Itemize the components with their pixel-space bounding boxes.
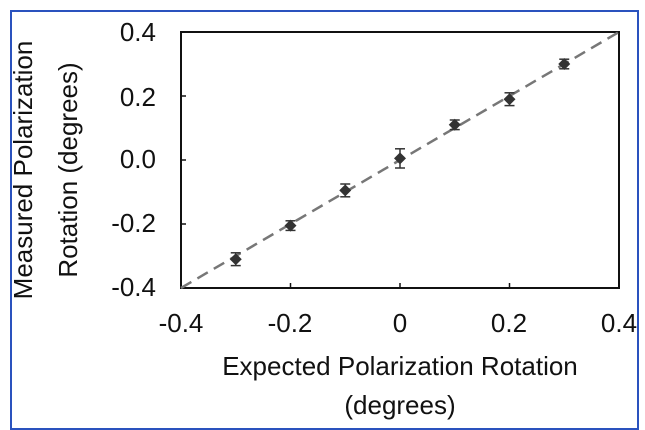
y-tick-label: 0.2 [120, 82, 156, 112]
y-tick-label: 0.4 [120, 17, 156, 47]
x-tick-label: 0.2 [491, 308, 527, 338]
y-tick-label: 0.0 [120, 144, 156, 174]
x-tick-label: 0.4 [601, 308, 637, 338]
data-point [339, 184, 352, 197]
data-point [394, 152, 406, 165]
x-tick-label: 0 [393, 308, 407, 338]
y-tick-label: -0.2 [111, 208, 156, 238]
x-tick-label: -0.4 [159, 308, 204, 338]
data-point [448, 118, 461, 131]
data-point [503, 93, 516, 106]
y-axis-title: Measured Polarization [8, 41, 38, 300]
x-axis-title: (degrees) [344, 390, 455, 420]
y-tick-label: -0.4 [111, 272, 156, 302]
data-point [558, 58, 571, 70]
data-point [284, 219, 297, 232]
y-axis-title: Rotation (degrees) [53, 62, 83, 277]
x-tick-label: -0.2 [268, 308, 313, 338]
figure-frame [10, 10, 639, 430]
x-axis-title: Expected Polarization Rotation [222, 351, 578, 381]
data-point [229, 253, 242, 266]
